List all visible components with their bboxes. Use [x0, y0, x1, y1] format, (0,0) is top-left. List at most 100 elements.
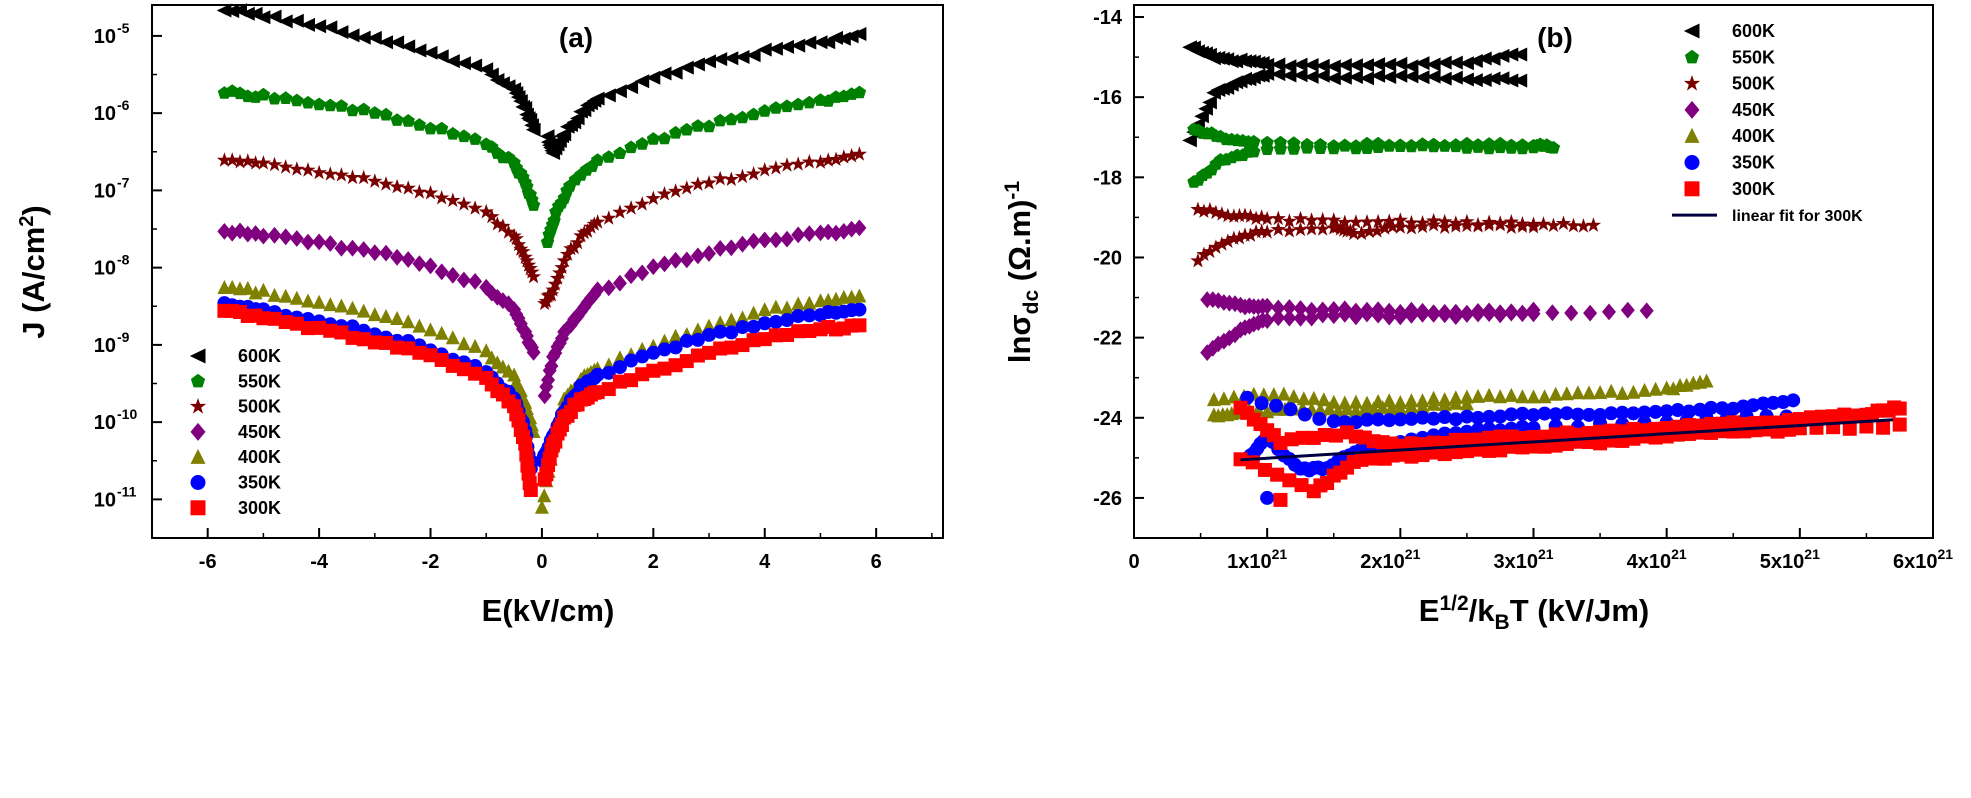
panel-b-point-550K [1338, 138, 1352, 152]
panel-a-point-600K [356, 30, 371, 45]
panel-a-point-600K [851, 27, 867, 41]
panel-b-point-500K [1470, 218, 1486, 233]
panel-a-point-300K [852, 318, 867, 333]
panel-b-point-500K [1292, 221, 1309, 237]
panel-a-point-550K [357, 102, 371, 116]
panel-a-point-450K [468, 273, 483, 290]
panel-b-point-400K [1504, 387, 1519, 402]
panel-a-point-600K [757, 42, 772, 57]
panel-a-point-400K [445, 330, 460, 345]
panel-b-point-350K [1482, 409, 1497, 424]
panel-a-legend-marker-600K [189, 348, 206, 364]
panel-a-point-500K [601, 210, 617, 225]
panel-a-series-550K [217, 84, 867, 248]
panel-b-point-600K [1437, 71, 1452, 86]
panel-b-point-300K [1270, 467, 1285, 482]
panel-b-point-400K [1526, 389, 1541, 404]
panel-a-point-500K [590, 214, 606, 229]
panel-a-point-300K [423, 348, 438, 363]
panel-a-point-500K [634, 196, 650, 211]
panel-a-point-400K [802, 295, 817, 310]
panel-a-point-600K [389, 35, 405, 50]
panel-b-y-tick-label: -22 [1093, 328, 1122, 350]
panel-b-point-600K [1414, 56, 1430, 71]
panel-a-point-500K [538, 293, 554, 308]
panel-b-point-500K [1292, 210, 1309, 226]
panel-b-point-500K [1190, 201, 1206, 216]
panel-a-point-600K [623, 80, 639, 95]
panel-b-point-350K [1659, 404, 1674, 419]
panel-a-point-450K [217, 223, 232, 240]
panel-b-point-350K [1260, 490, 1275, 505]
panel-b-point-500K [1237, 227, 1253, 242]
panel-b-point-600K [1292, 68, 1308, 83]
panel-a-point-400K [724, 312, 739, 327]
panel-a-point-600K [266, 9, 282, 24]
panel-a-point-300K [300, 321, 315, 336]
panel-b-point-400K [1593, 385, 1608, 399]
panel-a-point-450K [526, 344, 541, 361]
panel-a-point-550K [657, 131, 672, 145]
panel-b-point-500K [1329, 219, 1345, 234]
panel-b-point-350K [1312, 411, 1327, 426]
panel-a-point-400K [301, 293, 315, 308]
panel-a-point-300K [590, 385, 605, 400]
panel-b-point-550K [1313, 141, 1328, 154]
panel-b-point-450K [1526, 305, 1541, 323]
panel-a-point-300K [657, 361, 672, 376]
panel-a-point-450K [289, 230, 304, 247]
panel-b-point-350K [1648, 404, 1663, 419]
panel-b-x-tick-label: 5x1021 [1760, 546, 1820, 573]
panel-a-point-450K [668, 251, 683, 269]
panel-a-point-300K [791, 324, 806, 339]
panel-b-point-550K [1371, 140, 1385, 153]
panel-a-point-600K [589, 91, 605, 106]
panel-a-point-450K [780, 230, 794, 248]
panel-a-point-550K [602, 150, 616, 163]
panel-a-point-300K [768, 328, 783, 343]
panel-a-point-500K [779, 157, 795, 172]
panel-a-legend-marker-400K [190, 448, 206, 464]
panel-a-y-tick-exp: -9 [117, 329, 130, 345]
panel-a-point-400K [746, 305, 761, 320]
panel-b-point-500K [1226, 208, 1242, 223]
panel-a-point-500K [456, 196, 472, 211]
panel-b-point-500K [1585, 217, 1602, 232]
panel-a-label: (a) [559, 22, 593, 53]
panel-a-point-500K [612, 204, 628, 219]
panel-b-point-550K [1449, 139, 1463, 153]
panel-a-point-500K [522, 260, 538, 276]
panel-a-point-500K [844, 147, 860, 163]
panel-b-x-axis-title: E1/2/kBT (kV/Jm) [1419, 592, 1649, 634]
panel-a-point-500K [690, 176, 706, 191]
panel-a-point-500K [524, 264, 540, 279]
panel-b-x-tick-label: 3x1021 [1493, 546, 1553, 573]
panel-a-point-350K [646, 345, 661, 360]
panel-a-y-tick-label: 10 [94, 26, 116, 48]
panel-b-point-500K [1346, 225, 1362, 241]
panel-a-point-500K [828, 151, 844, 166]
panel-b-point-500K [1545, 217, 1562, 233]
panel-b-legend-marker-500K [1683, 75, 1701, 91]
panel-a-point-600K [634, 74, 650, 89]
panel-a-point-500K [701, 175, 717, 190]
panel-a-point-500K [583, 219, 599, 234]
panel-b-point-400K [1226, 389, 1241, 404]
panel-a-point-600K [367, 30, 382, 45]
panel-b-point-350K [1715, 401, 1730, 416]
panel-b-x-axis-title-main: E [1419, 593, 1440, 628]
panel-b-point-550K [1382, 139, 1396, 152]
panel-a-x-tick-label: -6 [199, 551, 217, 573]
panel-b-point-450K [1282, 299, 1297, 316]
panel-a-point-350K [802, 308, 817, 323]
panel-b-point-500K [1342, 222, 1359, 238]
panel-b-point-550K [1349, 141, 1363, 155]
panel-b-point-500K [1370, 213, 1386, 229]
panel-b-point-450K [1448, 308, 1463, 325]
panel-b-legend-label-500K: 500K [1732, 74, 1775, 94]
panel-b-point-600K [1392, 68, 1408, 83]
panel-b-point-300K [1681, 426, 1696, 441]
panel-b-point-350K [1254, 396, 1269, 411]
panel-a-point-500K [344, 169, 361, 185]
